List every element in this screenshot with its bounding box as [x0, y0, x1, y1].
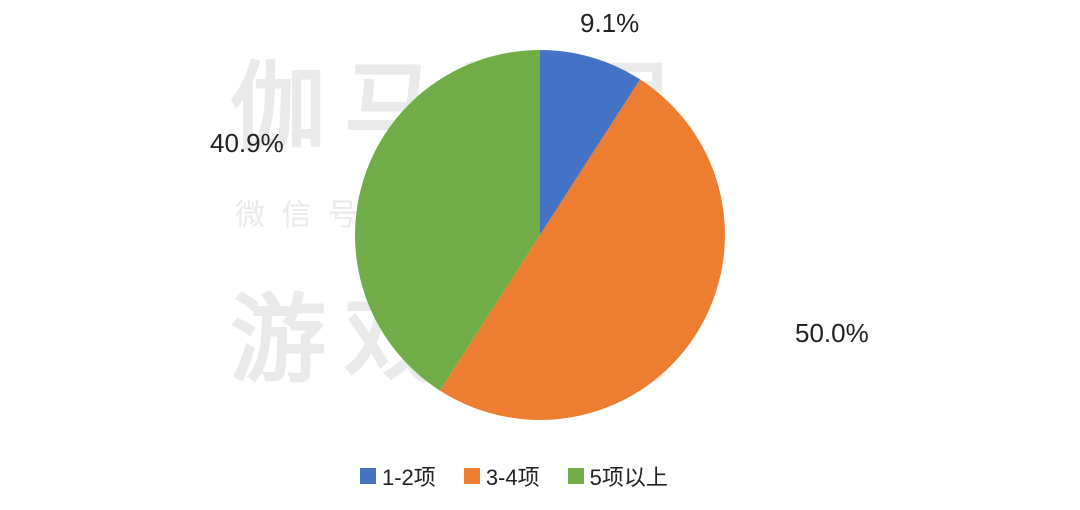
legend-item-0: 1-2项: [360, 460, 436, 492]
legend-label-1: 3-4项: [486, 460, 540, 492]
slice-label-1: 50.0%: [795, 318, 869, 349]
legend-item-2: 5项以上: [568, 460, 668, 492]
legend-swatch-0: [360, 468, 376, 484]
legend-swatch-2: [568, 468, 584, 484]
slice-label-0: 9.1%: [580, 8, 639, 39]
legend-label-2: 5项以上: [590, 460, 668, 492]
legend: 1-2项 3-4项 5项以上: [360, 460, 668, 492]
legend-label-0: 1-2项: [382, 460, 436, 492]
chart-canvas: 伽马数据 微 信 号 ： 游 戏 产 业 报 告 游戏工委 9.1% 50.0%…: [0, 0, 1080, 510]
pie-svg: [355, 50, 725, 420]
slice-label-2: 40.9%: [210, 128, 284, 159]
pie-chart: [355, 50, 725, 425]
legend-swatch-1: [464, 468, 480, 484]
legend-item-1: 3-4项: [464, 460, 540, 492]
